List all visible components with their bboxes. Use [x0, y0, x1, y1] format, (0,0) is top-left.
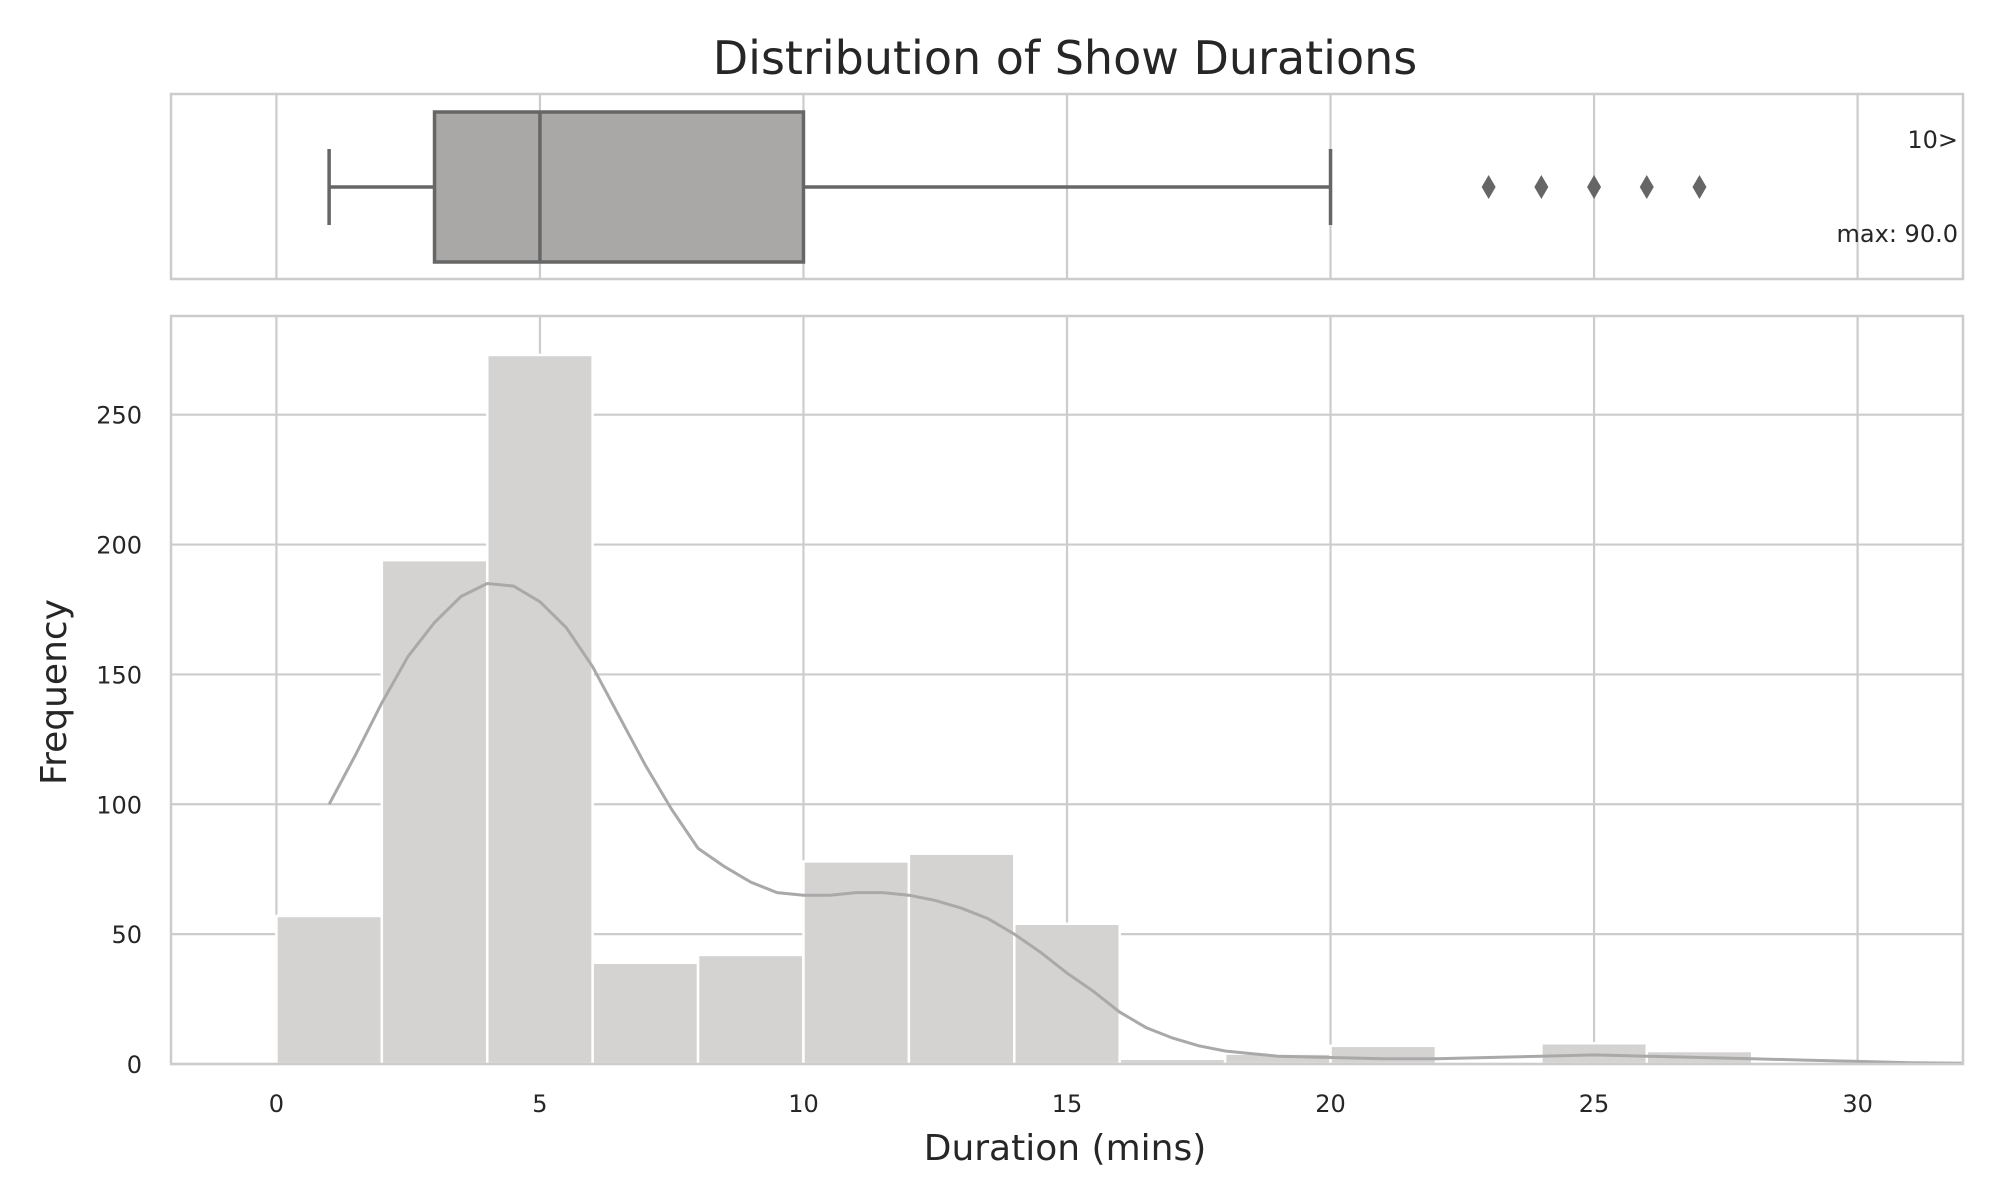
box-outlier-2: [1587, 175, 1602, 199]
box-outlier-4: [1692, 175, 1707, 199]
chart-title: Distribution of Show Durations: [713, 31, 1417, 85]
x-tick-label-4: 20: [1315, 1090, 1346, 1118]
y-tick-label-1: 50: [111, 921, 142, 949]
y-tick-label-0: 0: [127, 1051, 142, 1079]
y-tick-label-4: 200: [96, 532, 142, 560]
histogram-tick-labels: 0 5 10 15 20 25 30 0 50 100 150 200 250: [96, 402, 1873, 1118]
box-iqr: [432, 110, 806, 264]
histogram-bar-2: [485, 353, 594, 1066]
x-tick-label-6: 30: [1842, 1090, 1873, 1118]
box-outlier-1: [1534, 175, 1549, 199]
x-tick-label-3: 15: [1052, 1090, 1083, 1118]
y-tick-label-3: 150: [96, 661, 142, 689]
x-tick-label-2: 10: [788, 1090, 819, 1118]
histogram-bar-4: [696, 953, 805, 1066]
boxplot-panel: 10> max: 90.0: [169, 92, 1965, 281]
y-tick-label-5: 250: [96, 402, 142, 430]
x-tick-label-1: 5: [532, 1090, 547, 1118]
kde-curve: [327, 581, 1964, 1065]
x-tick-label-5: 25: [1579, 1090, 1610, 1118]
boxplot-annotation-max: max: 90.0: [1837, 220, 1958, 248]
box-outlier-3: [1639, 175, 1654, 199]
boxplot-annotation-count: 10>: [1907, 126, 1958, 154]
boxplot-frame: [169, 92, 1965, 281]
histogram-bar-1: [380, 558, 489, 1066]
histogram-panel: 0 5 10 15 20 25 30 0 50 100 150 200 250 Duration (mi…: [34, 314, 1965, 1169]
x-tick-label-0: 0: [269, 1090, 284, 1118]
histogram-bars: [275, 353, 1754, 1066]
x-axis-label: Duration (mins): [924, 1128, 1207, 1169]
y-axis-label: Frequency: [34, 599, 75, 785]
histogram-bar-3: [591, 961, 700, 1066]
histogram-bar-10: [1329, 1044, 1438, 1066]
histogram-frame: [169, 314, 1965, 1066]
boxplot-marks: [327, 110, 1707, 264]
histogram-bar-6: [907, 852, 1016, 1066]
histogram-bar-0: [275, 914, 384, 1066]
y-tick-label-2: 100: [96, 791, 142, 819]
box-outlier-0: [1481, 175, 1496, 199]
